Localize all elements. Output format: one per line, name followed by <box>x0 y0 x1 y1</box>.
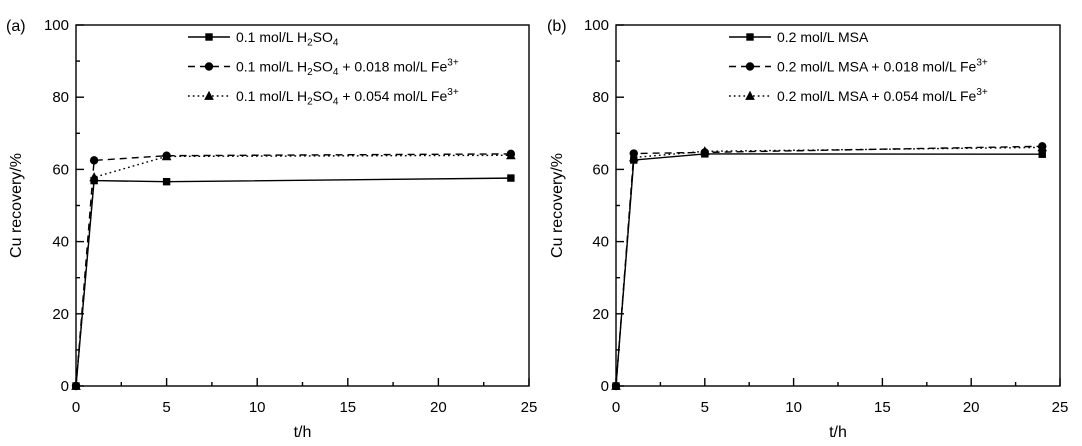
series-marker-triangle <box>1037 142 1048 152</box>
legend-label: 0.2 mol/L MSA <box>777 29 869 45</box>
x-axis-label: t/h <box>829 424 847 441</box>
plot-box <box>615 24 1061 387</box>
series-line-square <box>75 177 511 387</box>
x-tick-label: 0 <box>72 399 80 416</box>
y-tick-label: 80 <box>52 89 69 106</box>
legend-label: 0.1 mol/L H2SO4 + 0.054 mol/L Fe3+ <box>236 87 459 108</box>
series-line-circle <box>75 153 511 387</box>
y-tick-label: 20 <box>592 306 609 323</box>
x-tick-label: 20 <box>963 399 980 416</box>
x-tick-label: 20 <box>430 399 447 416</box>
panel-a-chart: 0 5 10 15 20 25 0 20 40 60 80 100 0.1 mol/L H2SO4 0.1… <box>6 17 538 441</box>
series-marker-square <box>162 177 171 186</box>
legend-marker-circle <box>745 62 755 71</box>
series-marker-triangle <box>89 172 99 182</box>
legend-marker-square <box>205 33 213 41</box>
x-tick-label: 25 <box>521 399 538 416</box>
legend-label: 0.1 mol/L H2SO4 <box>236 29 339 49</box>
series-line-triangle <box>75 154 511 387</box>
y-tick-label: 80 <box>592 89 609 106</box>
y-tick-label: 100 <box>584 17 609 34</box>
y-tick-label: 100 <box>44 17 69 34</box>
x-tick-label: 0 <box>612 399 620 416</box>
series-marker-triangle <box>700 146 710 156</box>
y-tick-label: 60 <box>592 161 609 178</box>
x-tick-label: 10 <box>785 399 802 416</box>
x-tick-label: 5 <box>701 399 709 416</box>
legend-marker-triangle <box>204 90 214 100</box>
y-tick-label: 20 <box>52 306 69 323</box>
series-marker-triangle <box>506 150 516 160</box>
series-marker-triangle <box>71 380 81 390</box>
y-tick-label: 60 <box>52 161 69 178</box>
panel-b-chart: 0 5 10 15 20 25 0 20 40 60 80 100 0.2 mol/L MSA 0.2 m… <box>547 17 1069 441</box>
series-marker-triangle <box>628 152 639 162</box>
y-tick-label: 0 <box>601 378 609 395</box>
x-tick-label: 10 <box>249 399 266 416</box>
panel-label: (a) <box>6 18 26 35</box>
x-tick-label: 5 <box>162 399 170 416</box>
x-tick-label: 25 <box>1052 399 1069 416</box>
y-tick-label: 0 <box>61 378 69 395</box>
legend-label: 0.1 mol/L H2SO4 + 0.018 mol/L Fe3+ <box>236 58 459 79</box>
legend-marker-triangle <box>745 90 755 100</box>
series-line-triangle <box>615 146 1043 387</box>
legend-label: 0.2 mol/L MSA + 0.054 mol/L Fe3+ <box>777 87 988 104</box>
panel-label: (b) <box>547 18 567 35</box>
series-marker-circle <box>89 156 99 165</box>
y-axis-label: Cu recovery/% <box>549 153 566 258</box>
legend-marker-circle <box>204 62 214 71</box>
y-tick-label: 40 <box>592 234 609 251</box>
series-line-circle <box>615 145 1043 387</box>
legend-label: 0.2 mol/L MSA + 0.018 mol/L Fe3+ <box>777 58 988 75</box>
series-marker-square <box>1038 150 1046 158</box>
x-tick-label: 15 <box>339 399 356 416</box>
y-axis-label: Cu recovery/% <box>8 153 25 258</box>
series-line-square <box>615 153 1043 387</box>
x-tick-label: 15 <box>874 399 891 416</box>
plot-box <box>75 24 530 387</box>
y-tick-label: 40 <box>52 234 69 251</box>
series-marker-triangle <box>161 151 172 161</box>
x-axis-label: t/h <box>294 424 312 441</box>
series-marker-square <box>507 174 515 182</box>
series-marker-triangle <box>611 380 621 390</box>
legend-marker-square <box>746 33 754 41</box>
